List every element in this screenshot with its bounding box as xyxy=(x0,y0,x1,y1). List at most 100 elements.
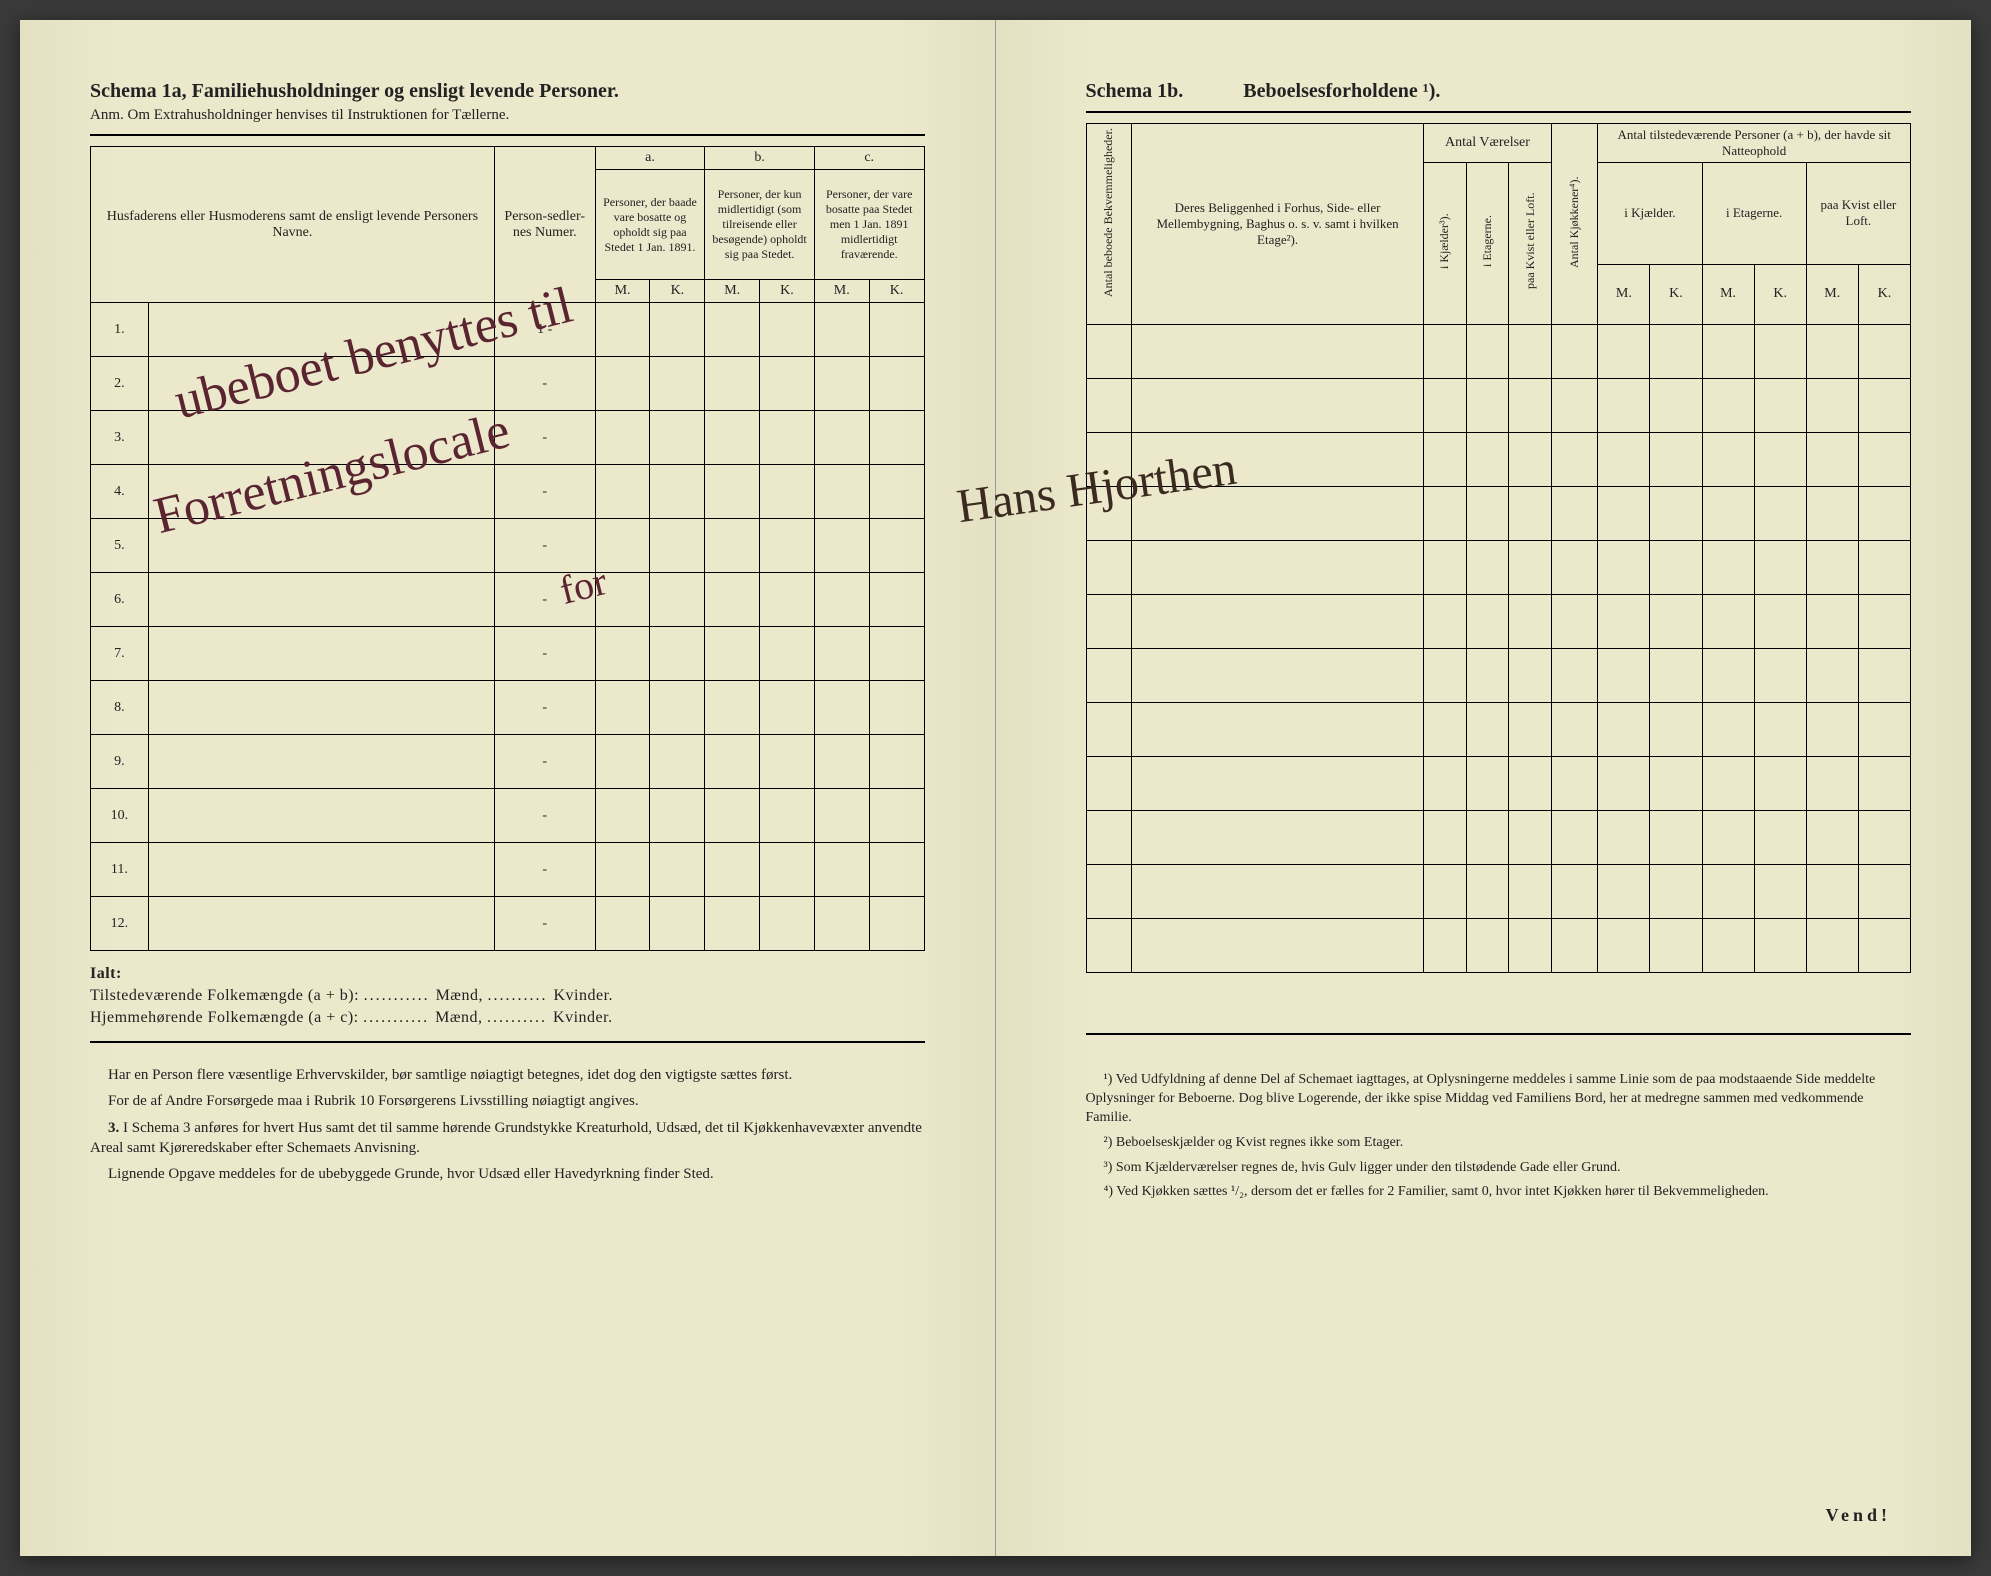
mk: M. xyxy=(1702,264,1754,324)
cell xyxy=(148,627,494,681)
cell xyxy=(760,303,815,357)
cell xyxy=(760,573,815,627)
rownum: 10. xyxy=(91,789,149,843)
cell xyxy=(869,465,924,519)
instr-p: Lignende Opgave meddeles for de ubebygge… xyxy=(90,1164,925,1184)
cell xyxy=(1858,595,1910,649)
rownum: 4. xyxy=(91,465,149,519)
cell xyxy=(1702,433,1754,487)
cell xyxy=(1858,811,1910,865)
rownum: 8. xyxy=(91,681,149,735)
cell xyxy=(1858,541,1910,595)
cell xyxy=(705,897,760,951)
cell xyxy=(1466,865,1509,919)
instructions: Har en Person flere væsentlige Erhvervsk… xyxy=(90,1065,925,1184)
mk: M. xyxy=(1598,264,1650,324)
table-body xyxy=(1086,325,1911,973)
col-a: Personer, der baade vare bosatte og opho… xyxy=(595,170,705,280)
dots: .......... xyxy=(487,987,553,1004)
cell xyxy=(760,789,815,843)
cell xyxy=(1086,325,1132,379)
cell xyxy=(1086,811,1132,865)
cell xyxy=(814,465,869,519)
cell xyxy=(869,897,924,951)
cell xyxy=(1132,595,1423,649)
vtext: Antal beboede Bekvemmeligheder. xyxy=(1101,147,1116,297)
cell xyxy=(148,357,494,411)
cell xyxy=(1806,433,1858,487)
dots: ........... xyxy=(364,987,436,1004)
cell xyxy=(705,681,760,735)
cell xyxy=(869,357,924,411)
cell xyxy=(1423,703,1466,757)
cell xyxy=(1552,541,1598,595)
cell xyxy=(1702,919,1754,973)
cell xyxy=(1466,757,1509,811)
mk: M. xyxy=(814,280,869,303)
cell xyxy=(1598,811,1650,865)
cell xyxy=(705,411,760,465)
cell xyxy=(148,681,494,735)
cell xyxy=(1754,541,1806,595)
cell xyxy=(705,573,760,627)
cell xyxy=(1650,811,1702,865)
cell xyxy=(705,843,760,897)
cell xyxy=(1423,919,1466,973)
cell xyxy=(760,681,815,735)
cell xyxy=(1423,757,1466,811)
cell xyxy=(1754,325,1806,379)
cell xyxy=(1552,325,1598,379)
cell xyxy=(1598,379,1650,433)
cell xyxy=(1650,325,1702,379)
cell xyxy=(1598,325,1650,379)
cell xyxy=(1806,379,1858,433)
tot2: Hjemmehørende Folkemængde (a + c): xyxy=(90,1009,359,1026)
cell xyxy=(1552,379,1598,433)
cell xyxy=(1466,325,1509,379)
cell xyxy=(1086,487,1132,541)
rownum: 9. xyxy=(91,735,149,789)
table-body: 1.1 - 2.- 3.- 4.- 5.- 6.- 7.- 8.- 9.- 10… xyxy=(91,303,925,951)
cell xyxy=(760,735,815,789)
cell xyxy=(869,411,924,465)
col-kjokkener: Antal Kjøkkener⁴). xyxy=(1552,124,1598,325)
cell: - xyxy=(494,627,595,681)
cell xyxy=(1598,919,1650,973)
mk: K. xyxy=(869,280,924,303)
schema-1b-title-a: Schema 1b. xyxy=(1086,80,1184,103)
col-bekvem: Antal beboede Bekvemmeligheder. xyxy=(1086,124,1132,325)
cell xyxy=(1132,433,1423,487)
cell xyxy=(1423,325,1466,379)
cell xyxy=(705,789,760,843)
cell xyxy=(1858,433,1910,487)
cell xyxy=(1552,433,1598,487)
cell xyxy=(814,735,869,789)
cell xyxy=(650,519,705,573)
dots: .......... xyxy=(487,1009,553,1026)
col-c: Personer, der vare bosatte paa Stedet me… xyxy=(814,170,924,280)
mk: K. xyxy=(650,280,705,303)
dots: ........... xyxy=(363,1009,435,1026)
cell xyxy=(1552,757,1598,811)
cell xyxy=(1702,703,1754,757)
cell xyxy=(814,681,869,735)
cell xyxy=(1466,649,1509,703)
cell xyxy=(1858,919,1910,973)
cell xyxy=(1509,703,1552,757)
cell xyxy=(1598,757,1650,811)
cell xyxy=(1858,757,1910,811)
mk: M. xyxy=(705,280,760,303)
rule xyxy=(90,1041,925,1043)
col-b: Personer, der kun midlertidigt (som tilr… xyxy=(705,170,815,280)
cell xyxy=(1754,865,1806,919)
cell xyxy=(595,789,650,843)
cell xyxy=(1086,379,1132,433)
cell xyxy=(1806,595,1858,649)
cell xyxy=(1552,595,1598,649)
cell xyxy=(1132,649,1423,703)
mk: M. xyxy=(595,280,650,303)
schema-1b-title-b: Beboelsesforholdene ¹). xyxy=(1243,80,1440,103)
mk: K. xyxy=(1754,264,1806,324)
cell xyxy=(148,573,494,627)
col-kjaelder: i Kjælder³). xyxy=(1423,163,1466,325)
